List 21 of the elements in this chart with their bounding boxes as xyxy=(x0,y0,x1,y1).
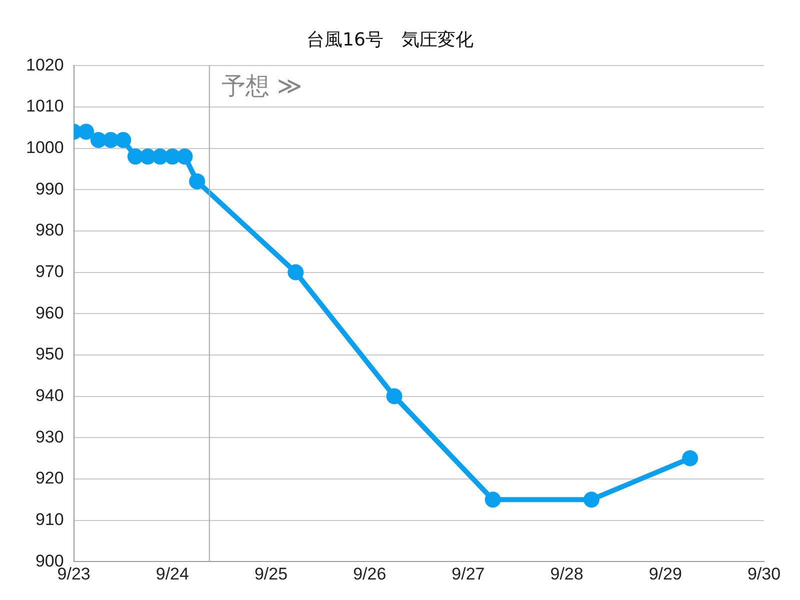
y-tick-label: 1000 xyxy=(26,138,64,157)
y-tick-label: 950 xyxy=(35,344,64,364)
y-tick-label: 980 xyxy=(35,220,64,240)
y-tick-label: 990 xyxy=(35,179,64,198)
y-tick-label: 930 xyxy=(35,427,64,446)
y-tick-label: 920 xyxy=(35,468,64,488)
x-tick-label: 9/25 xyxy=(254,564,288,584)
ref-line-label: 予想 ≫ xyxy=(221,72,302,100)
y-tick-label: 910 xyxy=(35,510,64,529)
x-tick-label: 9/29 xyxy=(648,564,682,584)
x-tick-label: 9/26 xyxy=(353,564,386,584)
y-tick-label: 960 xyxy=(35,303,64,322)
y-tick-label: 1010 xyxy=(26,96,64,116)
y-tick-label: 970 xyxy=(35,262,64,281)
x-tick-label: 9/28 xyxy=(550,564,584,584)
chart-title: 台風16号 気圧変化 xyxy=(306,29,474,50)
x-tick-label: 9/27 xyxy=(452,564,485,584)
y-tick-label: 940 xyxy=(35,386,64,405)
x-tick-label: 9/30 xyxy=(747,564,781,584)
y-tick-label: 1020 xyxy=(26,55,64,74)
x-tick-label: 9/24 xyxy=(156,564,189,584)
